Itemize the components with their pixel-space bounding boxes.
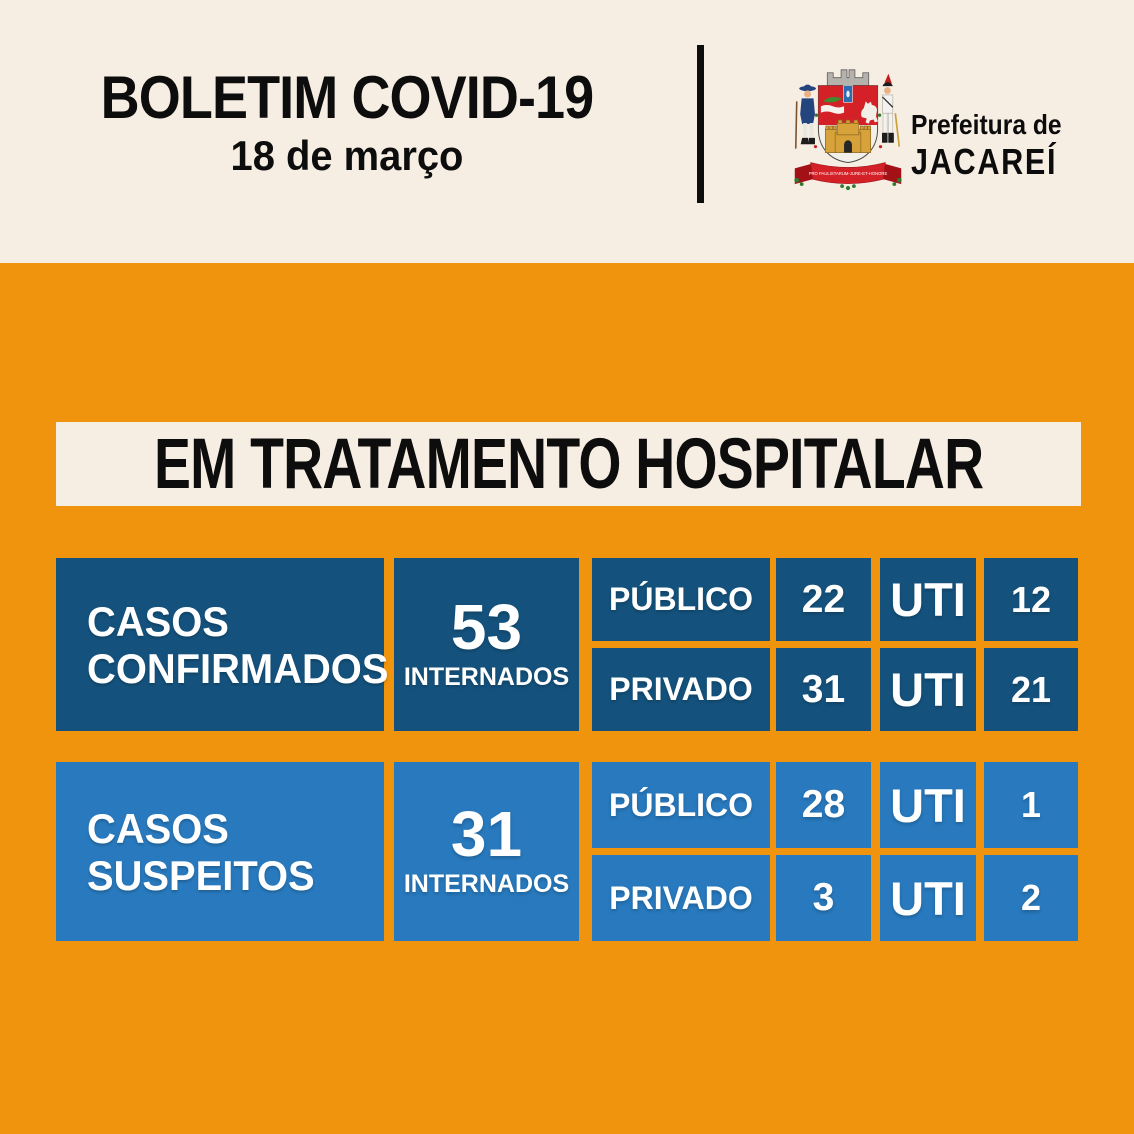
uti-count: 2 bbox=[984, 855, 1078, 941]
setting-label: PÚBLICO bbox=[592, 762, 770, 848]
confirmed-label-line2: CONFIRMADOS bbox=[87, 644, 389, 692]
setting-label: PRIVADO bbox=[592, 855, 770, 941]
confirmed-publico-row: PÚBLICO 22 UTI 12 bbox=[592, 558, 1078, 641]
header-divider bbox=[697, 45, 704, 203]
crest-motto: PRO PAULISTARUM-JURE-ET-HONORE bbox=[809, 171, 888, 176]
suspected-publico-row: PÚBLICO 28 UTI 1 bbox=[592, 762, 1078, 848]
org-name-line2: JACAREÍ bbox=[911, 141, 1058, 182]
suspected-label-card: CASOS SUSPEITOS bbox=[56, 762, 384, 941]
confirmed-label-line1: CASOS bbox=[87, 597, 229, 645]
suspected-total-number: 31 bbox=[450, 798, 523, 870]
uti-label: UTI bbox=[880, 855, 976, 941]
crest-ribbon: PRO PAULISTARUM-JURE-ET-HONORE bbox=[794, 162, 902, 185]
bulletin-title: BOLETIM COVID-19 bbox=[100, 64, 595, 131]
bulletin-date: 18 de março bbox=[230, 132, 464, 179]
section-banner: EM TRATAMENTO HOSPITALAR bbox=[56, 422, 1081, 506]
suspected-detail-grid: PÚBLICO 28 UTI 1 PRIVADO 3 UTI 2 bbox=[592, 762, 1078, 941]
suspected-total-caption: INTERNADOS bbox=[403, 870, 570, 898]
suspected-label-line1: CASOS bbox=[87, 804, 229, 852]
setting-count: 22 bbox=[776, 558, 871, 641]
uti-count: 12 bbox=[984, 558, 1078, 641]
uti-label: UTI bbox=[880, 558, 976, 641]
confirmed-total-number: 53 bbox=[450, 591, 523, 663]
section-casos-confirmados: CASOS CONFIRMADOS 53 INTERNADOS PÚBLICO … bbox=[0, 558, 1134, 731]
org-name-block: Prefeitura de JACAREÍ bbox=[911, 110, 1083, 181]
header-band: BOLETIM COVID-19 18 de março bbox=[0, 0, 1134, 263]
crest-crown bbox=[826, 69, 870, 86]
confirmed-label-card: CASOS CONFIRMADOS bbox=[56, 558, 389, 731]
setting-count: 28 bbox=[776, 762, 871, 848]
uti-count: 21 bbox=[984, 648, 1078, 731]
setting-count: 31 bbox=[776, 648, 871, 731]
uti-label: UTI bbox=[880, 762, 976, 848]
setting-count: 3 bbox=[776, 855, 871, 941]
section-casos-suspeitos: CASOS SUSPEITOS 31 INTERNADOS PÚBLICO 28… bbox=[0, 762, 1134, 941]
confirmed-total-caption: INTERNADOS bbox=[403, 663, 570, 691]
uti-count: 1 bbox=[984, 762, 1078, 848]
confirmed-total-card: 53 INTERNADOS bbox=[394, 558, 579, 731]
suspected-label-line2: SUSPEITOS bbox=[87, 851, 315, 899]
uti-label: UTI bbox=[880, 648, 976, 731]
suspected-total-card: 31 INTERNADOS bbox=[394, 762, 579, 941]
suspected-privado-row: PRIVADO 3 UTI 2 bbox=[592, 855, 1078, 941]
setting-label: PRIVADO bbox=[592, 648, 770, 731]
confirmed-detail-grid: PÚBLICO 22 UTI 12 PRIVADO 31 UTI 21 bbox=[592, 558, 1078, 731]
bulletin-title-block: BOLETIM COVID-19 18 de março bbox=[38, 64, 656, 179]
crest-right-figure bbox=[882, 73, 901, 147]
crest-left-figure bbox=[794, 84, 816, 149]
jacarei-coat-of-arms-icon: PRO PAULISTARUM-JURE-ET-HONORE bbox=[794, 69, 902, 191]
setting-label: PÚBLICO bbox=[592, 558, 770, 641]
org-name-line1: Prefeitura de bbox=[911, 109, 1062, 140]
confirmed-privado-row: PRIVADO 31 UTI 21 bbox=[592, 648, 1078, 731]
section-banner-title: EM TRATAMENTO HOSPITALAR bbox=[153, 424, 984, 504]
